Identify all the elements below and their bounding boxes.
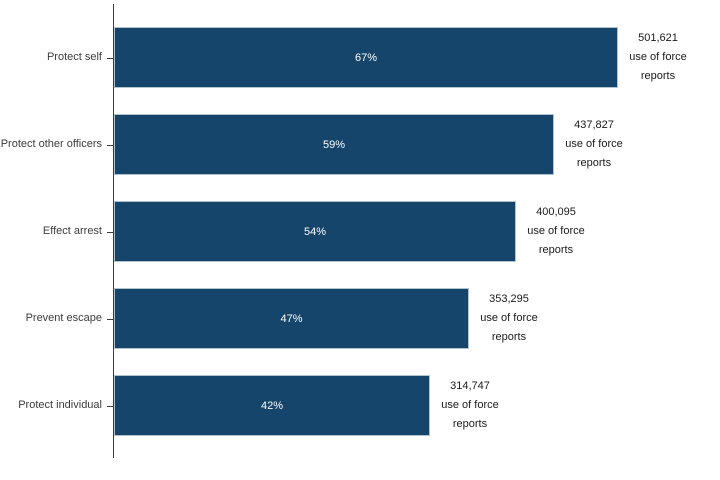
category-label-prevent-escape: Prevent escape <box>25 312 102 324</box>
annotation-line: 353,295 <box>489 293 529 305</box>
annotation-line: use of force <box>480 312 538 324</box>
y-axis-tick <box>107 319 113 320</box>
category-label-protect-individual: Protect individual <box>18 399 102 411</box>
annotation-line: use of force <box>527 225 585 237</box>
annotation-line: reports <box>538 244 574 256</box>
annotation-line: 400,095 <box>536 206 576 218</box>
y-axis-tick <box>107 145 113 146</box>
annotation-line: reports <box>640 70 676 82</box>
bar-percent-label: 54% <box>303 225 327 238</box>
bar-prevent-escape: 47% <box>114 288 469 349</box>
annotation-line: 501,621 <box>638 32 678 44</box>
category-label-protect-other-officers: Protect other officers <box>0 138 102 150</box>
annotation-line: reports <box>491 331 527 343</box>
y-axis-tick <box>107 58 113 59</box>
bar-percent-label: 67% <box>354 51 378 64</box>
y-axis-line <box>113 4 114 458</box>
y-axis-tick <box>107 406 113 407</box>
bar-effect-arrest: 54% <box>114 201 516 262</box>
annotation-effect-arrest: 400,095 use of force reports <box>520 203 592 260</box>
annotation-protect-individual: 314,747 use of force reports <box>434 377 506 434</box>
annotation-line: 314,747 <box>450 380 490 392</box>
bar-percent-label: 42% <box>260 399 284 412</box>
annotation-line: reports <box>576 157 612 169</box>
annotation-line: use of force <box>629 51 687 63</box>
bar-percent-label: 59% <box>322 138 346 151</box>
annotation-protect-other-officers: 437,827 use of force reports <box>558 116 630 173</box>
bar-percent-label: 47% <box>280 312 303 325</box>
y-axis-tick <box>107 232 113 233</box>
annotation-line: 437,827 <box>574 119 614 131</box>
bar-protect-other-officers: 59% <box>114 114 554 175</box>
annotation-prevent-escape: 353,295 use of force reports <box>473 290 545 347</box>
category-label-protect-self: Protect self <box>46 51 102 63</box>
annotation-protect-self: 501,621 use of force reports <box>622 29 694 86</box>
annotation-line: reports <box>452 418 488 430</box>
category-label-effect-arrest: Effect arrest <box>42 225 102 237</box>
bar-protect-individual: 42% <box>114 375 430 436</box>
annotation-line: use of force <box>441 399 499 411</box>
annotation-line: use of force <box>565 138 623 150</box>
bar-protect-self: 67% <box>114 27 618 88</box>
